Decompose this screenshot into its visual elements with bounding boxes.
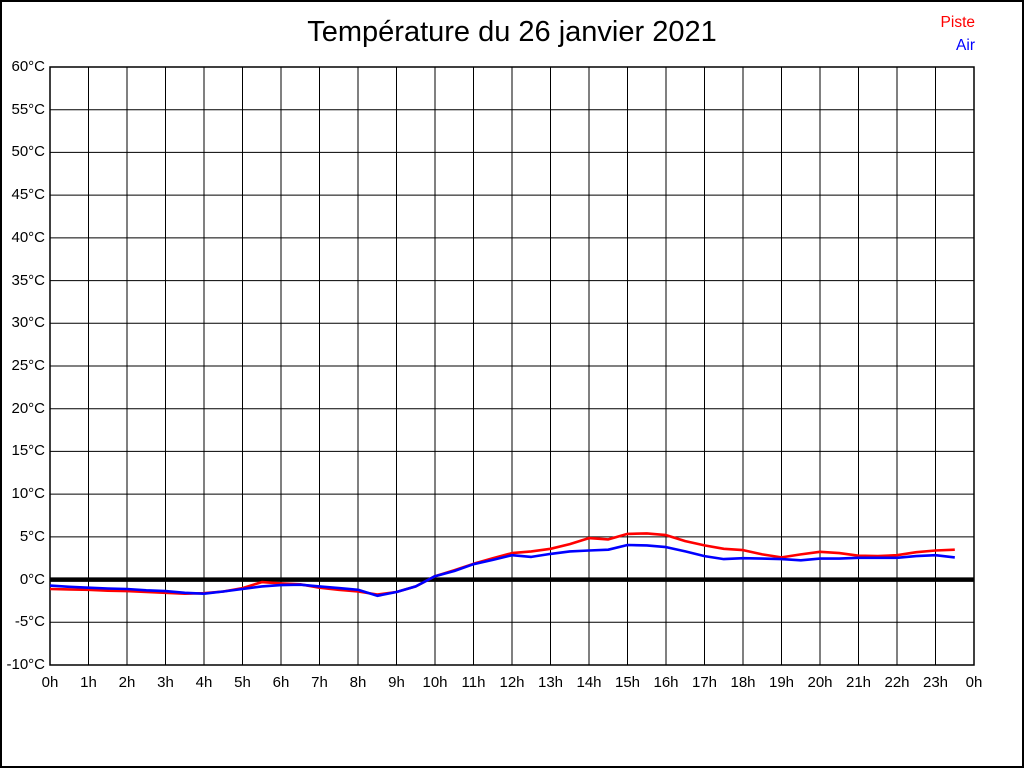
x-axis-tick-label: 10h bbox=[422, 674, 448, 691]
x-axis-tick-label: 14h bbox=[576, 674, 602, 691]
legend-item-air: Air bbox=[956, 37, 975, 54]
x-axis-tick-label: 12h bbox=[499, 674, 525, 691]
x-axis-tick-label: 0h bbox=[965, 674, 983, 691]
legend-item-piste: Piste bbox=[940, 14, 975, 31]
x-axis-tick-label: 16h bbox=[653, 674, 679, 691]
series-line-air bbox=[49, 543, 955, 598]
x-axis-tick-label: 21h bbox=[845, 674, 872, 691]
x-axis-tick-label: 6h bbox=[272, 674, 290, 691]
y-axis-tick-label: 0°C bbox=[19, 570, 45, 588]
x-axis-tick-label: 8h bbox=[349, 674, 367, 691]
y-axis-tick-label: 5°C bbox=[19, 527, 45, 545]
x-axis-tick-label: 9h bbox=[388, 674, 405, 691]
x-axis-tick-label: 13h bbox=[537, 674, 564, 691]
y-axis-tick-label: 35°C bbox=[11, 271, 45, 289]
x-axis-tick-label: 3h bbox=[157, 674, 174, 691]
y-axis-tick-label: 40°C bbox=[11, 228, 45, 246]
x-axis-tick-label: 0h bbox=[41, 674, 59, 691]
y-axis-tick-label: 50°C bbox=[11, 143, 45, 161]
y-axis-tick-label: 55°C bbox=[11, 100, 45, 118]
x-axis-tick-label: 2h bbox=[118, 674, 136, 691]
y-axis-tick-label: 45°C bbox=[11, 186, 45, 204]
y-axis-tick-label: 15°C bbox=[11, 442, 45, 460]
x-axis-tick-label: 20h bbox=[807, 674, 833, 691]
x-axis-tick-label: 23h bbox=[922, 674, 949, 691]
y-axis-tick-label: 10°C bbox=[11, 485, 45, 503]
x-axis-tick-label: 18h bbox=[730, 674, 756, 691]
x-axis-tick-label: 4h bbox=[195, 674, 213, 691]
y-axis-tick-label: 25°C bbox=[11, 357, 45, 374]
x-axis-tick-label: 19h bbox=[768, 674, 795, 691]
series-line-piste bbox=[49, 532, 955, 596]
chart-legend: Piste Air bbox=[941, 11, 975, 57]
y-axis-tick-label: 30°C bbox=[11, 314, 45, 332]
x-axis-tick-label: 11h bbox=[461, 674, 486, 691]
plot-border bbox=[49, 66, 975, 666]
chart-title: Température du 26 janvier 2021 bbox=[307, 16, 717, 48]
y-axis-tick-label: 20°C bbox=[11, 399, 45, 417]
y-axis-tick-label: -5°C bbox=[14, 613, 45, 631]
x-axis-tick-label: 1h bbox=[80, 674, 97, 691]
x-axis-tick-label: 22h bbox=[884, 674, 910, 691]
x-axis-tick-label: 5h bbox=[234, 674, 251, 691]
x-axis-tick-label: 7h bbox=[311, 674, 328, 691]
x-axis-tick-label: 15h bbox=[614, 674, 641, 691]
x-axis-tick-label: 17h bbox=[691, 674, 718, 691]
y-axis-tick-label: 60°C bbox=[11, 58, 45, 75]
y-axis-tick-label: -10°C bbox=[6, 656, 45, 673]
